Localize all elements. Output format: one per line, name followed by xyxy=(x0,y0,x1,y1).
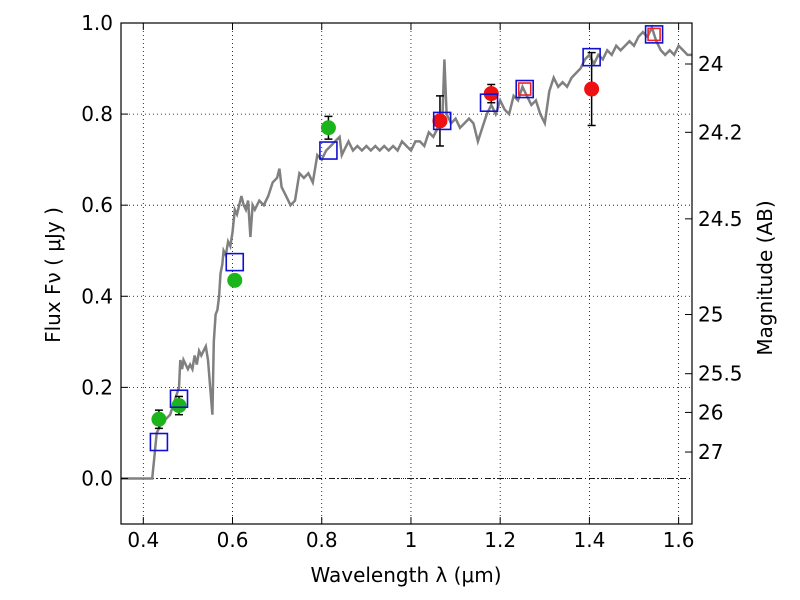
y-tick-label: 0.4 xyxy=(81,284,113,308)
model-photometry-square xyxy=(319,141,338,160)
red-photometry-square xyxy=(517,82,532,96)
model-photometry-square xyxy=(149,432,169,452)
model-photometry-square xyxy=(225,252,245,272)
x-axis-label: Wavelength λ (μm) xyxy=(310,563,501,587)
model-photometry-square xyxy=(479,93,499,113)
model-photometry-square xyxy=(515,79,535,99)
green-data-point xyxy=(151,411,167,427)
model-photometry-square xyxy=(644,25,664,44)
y2-tick-label: 24.5 xyxy=(698,207,743,231)
green-data-point xyxy=(227,272,243,288)
y2-tick-label: 27 xyxy=(698,440,723,464)
y2-tick-label: 26 xyxy=(698,400,723,424)
y-tick-label: 1.0 xyxy=(81,11,113,35)
x-tick-label: 0.6 xyxy=(217,528,249,552)
y2-axis-ticks: 24 24.2 24.5 25 25.5 26 27 xyxy=(685,52,743,464)
red-photometry-square xyxy=(647,27,661,42)
y-tick-label: 0.6 xyxy=(81,193,113,217)
red-data-point xyxy=(432,113,448,129)
green-data-point xyxy=(320,120,336,136)
y-axis-ticks: 0.0 0.2 0.4 0.6 0.8 1.0 xyxy=(81,11,128,490)
y2-axis-label: Magnitude (AB) xyxy=(753,200,777,355)
model-photometry-square xyxy=(582,47,601,67)
plot-area xyxy=(120,22,693,525)
y2-tick-label: 25.5 xyxy=(698,362,743,386)
x-tick-label: 1 xyxy=(405,528,418,552)
x-axis-ticks: 0.4 0.6 0.8 1 1.2 1.4 1.6 xyxy=(127,23,695,552)
red-data-point xyxy=(584,81,600,97)
y-tick-label: 0.8 xyxy=(81,102,113,126)
y2-tick-label: 24 xyxy=(698,52,723,76)
x-tick-label: 1.2 xyxy=(484,528,516,552)
y-tick-label: 0.0 xyxy=(81,466,113,490)
plot-frame xyxy=(120,22,693,525)
x-tick-label: 1.6 xyxy=(663,528,695,552)
x-tick-label: 0.4 xyxy=(127,528,159,552)
plot-background xyxy=(121,23,692,524)
x-tick-label: 0.8 xyxy=(306,528,338,552)
green-data-point xyxy=(171,398,187,414)
model-photometry-square xyxy=(432,111,452,131)
model-photometry-square xyxy=(169,389,189,409)
y2-tick-label: 25 xyxy=(698,302,723,326)
x-tick-label: 1.4 xyxy=(573,528,605,552)
y-axis-label: Flux Fν ( μJy ) xyxy=(41,207,65,343)
y-tick-label: 0.2 xyxy=(81,375,113,399)
y2-tick-label: 24.2 xyxy=(698,120,743,144)
